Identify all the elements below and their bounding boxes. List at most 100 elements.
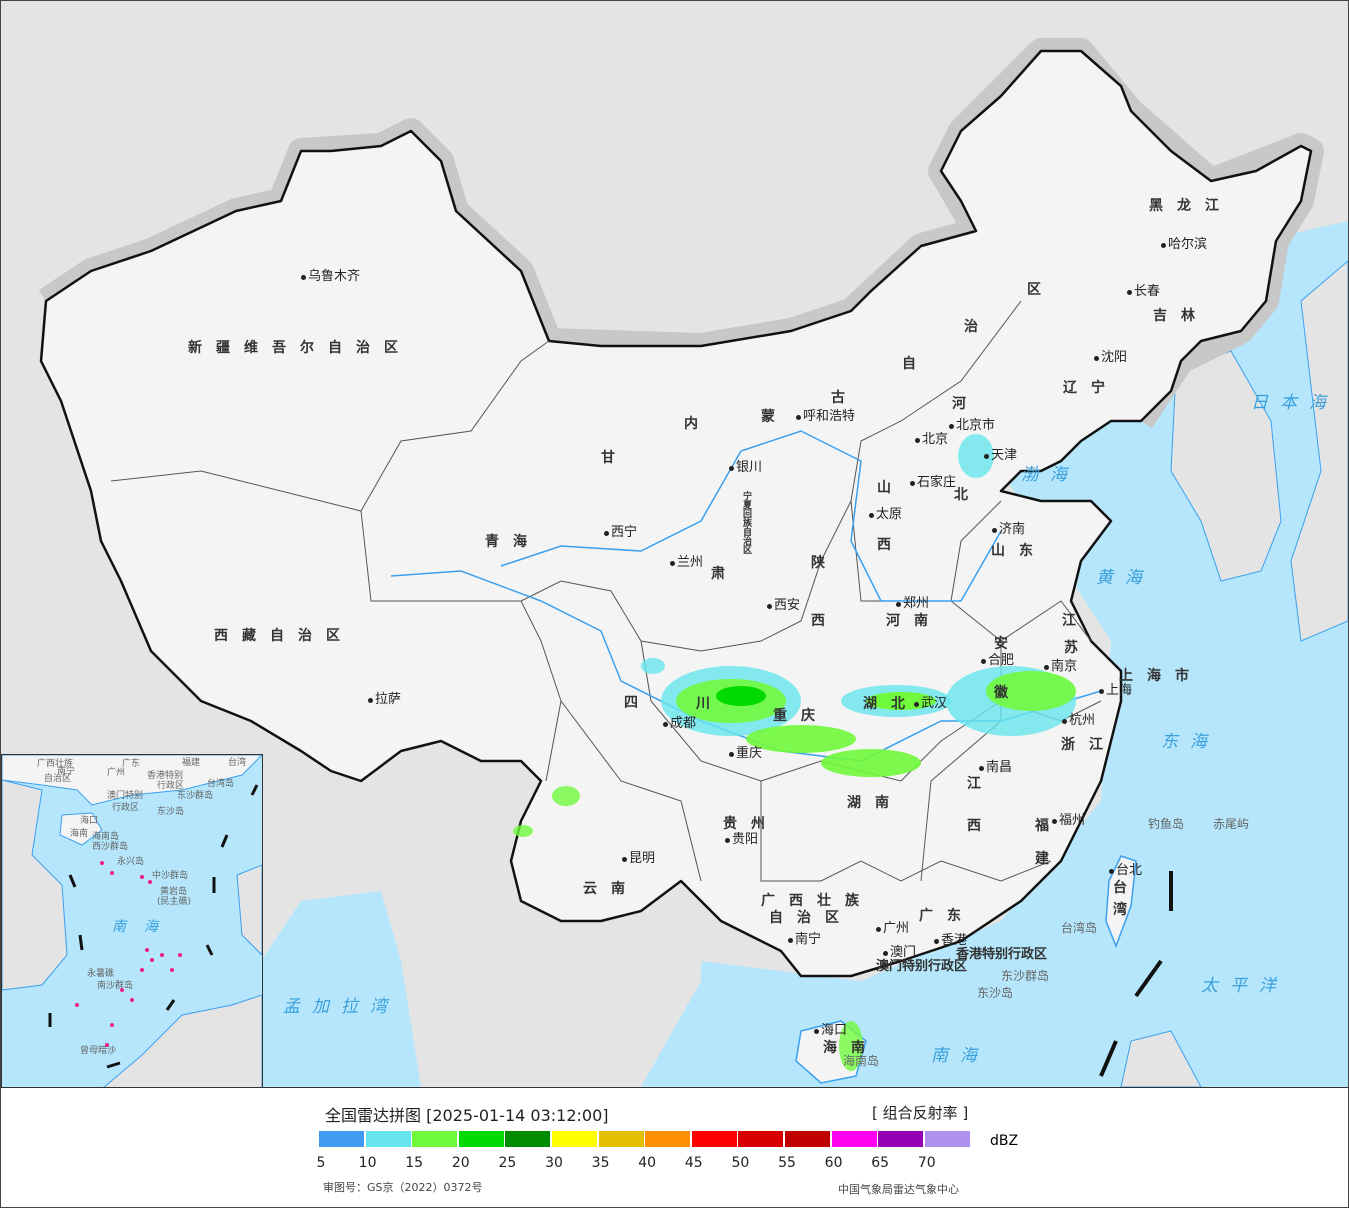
inset-label: 西沙群岛 <box>92 842 129 852</box>
japan-land <box>1290 260 1348 642</box>
korea-land <box>1170 350 1282 582</box>
city-marker-icon <box>992 528 997 533</box>
scale-tick-label: 40 <box>638 1155 657 1171</box>
inset-islands <box>75 861 182 1047</box>
city-marker-icon <box>814 1029 819 1034</box>
province-label: 湾 <box>1113 902 1141 918</box>
scale-tick-label: 15 <box>405 1155 424 1171</box>
color-swatch <box>458 1131 504 1147</box>
radar-map[interactable]: 新疆维吾尔自治区 西藏自治区 青海甘肃内蒙古自治区黑龙江 吉林 辽宁河北山西陕西山东 河南… <box>1 1 1348 1088</box>
sea-label: 渤海 <box>1021 465 1079 485</box>
province-label: 台 <box>1113 880 1141 896</box>
approval-number: 审图号：GS京（2022）0372号 <box>323 1181 483 1194</box>
sea-bay-of-bengal <box>261 891 421 1087</box>
scale-tick-label: 20 <box>451 1155 470 1171</box>
philippines-land <box>1120 1030 1202 1087</box>
inset-label: 东沙群岛 <box>177 791 214 801</box>
scale-tick-label: 25 <box>498 1155 517 1171</box>
inset-label: 永暑礁 <box>87 969 115 979</box>
province-label: 海南 <box>823 1040 879 1056</box>
sea-label: 孟加拉湾 <box>283 997 399 1017</box>
city-label: 石家庄 <box>917 475 957 490</box>
city-marker-icon <box>896 602 901 607</box>
province-label: 自治区 <box>769 910 853 926</box>
city-marker-icon <box>1094 356 1099 361</box>
echo-qinghai <box>641 658 665 674</box>
inset-geography <box>2 755 262 1087</box>
city-marker-icon <box>767 604 772 609</box>
province-label: 徽 <box>994 685 1022 701</box>
city-marker-icon <box>1044 665 1049 670</box>
scale-tick-label: 65 <box>871 1155 890 1171</box>
city-label: 哈尔滨 <box>1168 237 1208 252</box>
city-label: 银川 <box>736 460 763 475</box>
province-vertical-label: 宁夏回族自治区 <box>741 491 751 554</box>
inset-label: 东沙岛 <box>157 807 185 817</box>
inset-label: 海南 <box>70 829 89 839</box>
city-marker-icon <box>883 951 888 956</box>
scale-tick-label: 55 <box>778 1155 796 1171</box>
echo-yunnan <box>552 786 580 806</box>
inset-label: (民主礁) <box>157 897 192 907</box>
city-label: 南昌 <box>986 760 1013 775</box>
color-swatch <box>505 1131 551 1147</box>
province-label: 西 <box>877 537 905 553</box>
city-marker-icon <box>729 752 734 757</box>
province-label: 山东 <box>991 543 1047 559</box>
echo-beijing <box>958 434 994 478</box>
city-marker-icon <box>915 438 920 443</box>
color-scale <box>319 1131 971 1147</box>
radar-echoes <box>513 434 1076 1071</box>
inset-label: 南宁 <box>57 767 76 777</box>
sea-label: 黄海 <box>1096 568 1154 588</box>
scale-tick-label: 50 <box>731 1155 750 1171</box>
province-label: 安 <box>994 636 1022 652</box>
city-marker-icon <box>979 766 984 771</box>
province-label: 江 <box>967 776 995 792</box>
product-name: [ 组合反射率 ] <box>872 1104 969 1122</box>
unit-label: dBZ <box>990 1133 1019 1149</box>
scale-tick-label: 70 <box>917 1155 936 1171</box>
city-marker-icon <box>876 927 881 932</box>
city-marker-icon <box>981 659 986 664</box>
province-borders <box>110 300 1102 882</box>
city-marker-icon <box>729 466 734 471</box>
province-label: 治 <box>964 319 992 335</box>
inset-label: 海口 <box>80 816 99 826</box>
province-label: 广东 <box>919 908 975 924</box>
island-label: 东沙群岛 <box>1001 969 1050 983</box>
city-label: 呼和浩特 <box>803 409 856 424</box>
province-label: 吉林 <box>1153 308 1209 324</box>
inset-label: 澳门特别 <box>107 791 144 801</box>
echo-anhui-green <box>986 671 1076 711</box>
city-label: 合肥 <box>988 653 1015 668</box>
scale-tick-label: 10 <box>358 1155 377 1171</box>
city-marker-icon <box>914 702 919 707</box>
province-label: 辽宁 <box>1063 380 1119 396</box>
province-label: 甘 <box>601 450 629 466</box>
province-label: 北 <box>954 487 982 503</box>
scale-tick-label: 60 <box>824 1155 843 1171</box>
color-swatch <box>691 1131 737 1147</box>
echo-hunan <box>821 749 921 777</box>
scale-tick-label: 35 <box>591 1155 610 1171</box>
inset-label: 南海 <box>112 919 176 935</box>
province-label: 河 <box>952 396 980 412</box>
city-label: 武汉 <box>921 696 948 711</box>
province-label: 浙江 <box>1061 737 1117 753</box>
color-swatch <box>319 1131 364 1147</box>
inset-label: 香港特别 <box>147 771 184 781</box>
city-marker-icon <box>604 531 609 536</box>
city-label: 香港 <box>941 933 968 948</box>
inset-borneo <box>103 994 262 1087</box>
inset-label: 广西壮族 <box>37 759 74 769</box>
city-label: 郑州 <box>903 596 930 611</box>
inset-hainan <box>59 812 103 846</box>
city-label: 北京市 <box>956 418 996 433</box>
color-swatch <box>645 1131 691 1147</box>
province-label: 自 <box>902 356 930 372</box>
province-label: 山 <box>877 480 905 496</box>
city-marker-icon <box>910 481 915 486</box>
scale-tick-label: 30 <box>545 1155 563 1171</box>
taiwan-island <box>1105 855 1137 949</box>
